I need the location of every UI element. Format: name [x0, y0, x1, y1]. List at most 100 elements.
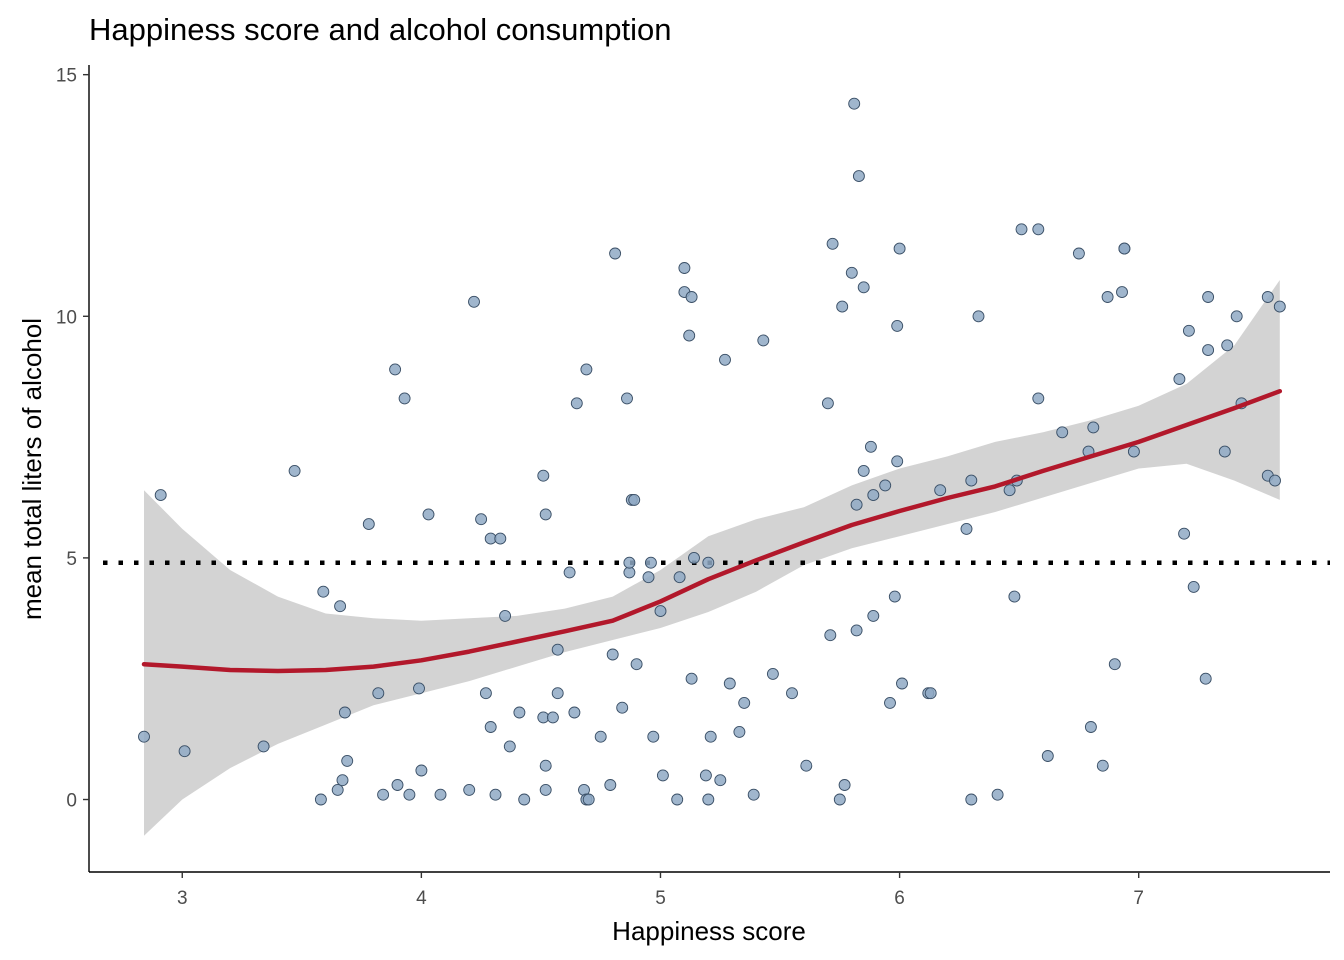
data-point	[1127, 445, 1140, 458]
data-point	[850, 624, 863, 637]
data-point	[1178, 527, 1191, 540]
data-point	[568, 706, 581, 719]
data-point	[621, 392, 633, 405]
data-point	[154, 489, 167, 502]
data-point	[879, 479, 892, 492]
data-point	[673, 571, 686, 584]
data-point	[1202, 344, 1215, 357]
data-point	[1041, 750, 1054, 762]
data-point	[331, 783, 344, 796]
data-point	[434, 788, 447, 801]
points-layer	[138, 97, 1286, 806]
data-point	[1096, 759, 1109, 772]
data-point	[336, 774, 349, 787]
data-point	[1221, 339, 1234, 352]
smooth-trend-line	[141, 388, 1283, 674]
data-point	[1003, 484, 1016, 497]
data-point	[833, 793, 846, 806]
data-point	[539, 508, 552, 521]
data-point	[800, 759, 813, 772]
data-point	[647, 730, 660, 743]
data-point	[341, 754, 354, 767]
data-point	[821, 397, 834, 410]
y-tick-label: 0	[66, 791, 77, 812]
data-point	[960, 522, 973, 535]
data-point	[714, 774, 727, 787]
data-point	[623, 556, 636, 569]
data-point	[888, 590, 901, 603]
data-point	[1087, 421, 1100, 434]
data-point	[893, 242, 906, 255]
data-point	[867, 609, 880, 622]
data-point	[338, 706, 351, 719]
data-point	[1182, 324, 1195, 337]
data-point	[836, 300, 849, 313]
data-point	[403, 788, 416, 801]
data-point	[845, 266, 858, 279]
x-tick-label: 7	[1133, 888, 1144, 909]
data-point	[499, 609, 512, 622]
data-point	[702, 793, 715, 806]
data-point	[857, 281, 870, 294]
x-axis: 3 4 5 6 7	[89, 871, 1330, 909]
data-point	[362, 518, 375, 531]
data-point	[965, 474, 978, 487]
data-point	[1261, 291, 1274, 303]
data-point	[494, 532, 507, 545]
data-point	[965, 793, 978, 806]
data-point	[138, 730, 150, 743]
data-point	[580, 363, 593, 376]
data-point	[1173, 373, 1186, 386]
data-point	[377, 788, 390, 801]
data-point	[606, 648, 619, 661]
data-point	[609, 247, 622, 260]
data-point	[1230, 310, 1243, 323]
data-point	[463, 783, 476, 796]
data-point	[864, 440, 877, 453]
data-point	[551, 687, 564, 700]
data-point	[537, 469, 550, 482]
data-point	[719, 353, 731, 366]
data-point	[852, 170, 865, 183]
data-point	[563, 566, 576, 579]
data-point	[1032, 392, 1045, 405]
data-point	[757, 334, 770, 347]
data-point	[747, 788, 760, 801]
y-tick-label: 15	[56, 66, 77, 87]
x-tick-label: 4	[416, 888, 427, 909]
data-point	[484, 721, 497, 733]
data-point	[1015, 223, 1028, 236]
data-point	[475, 513, 488, 526]
data-point	[1202, 291, 1215, 303]
data-point	[654, 605, 667, 618]
data-point	[699, 769, 712, 782]
data-point	[934, 484, 947, 497]
data-point	[688, 551, 700, 564]
data-point	[644, 556, 657, 569]
data-point	[630, 658, 643, 671]
y-tick-label: 5	[66, 549, 77, 570]
data-point	[891, 455, 904, 468]
y-axis: 0 5 10 15	[56, 65, 90, 872]
data-point	[1008, 590, 1021, 603]
data-point	[391, 779, 404, 791]
data-point	[685, 672, 698, 685]
data-point	[991, 788, 1004, 801]
data-point	[468, 295, 480, 308]
data-point	[857, 464, 870, 477]
data-point	[539, 783, 552, 796]
smooth-line-layer	[141, 388, 1283, 674]
data-point	[642, 571, 655, 584]
data-point	[546, 711, 559, 724]
x-tick-label: 3	[177, 888, 188, 909]
y-tick-label: 10	[56, 307, 77, 328]
x-tick-label: 5	[655, 888, 666, 909]
data-point	[1187, 580, 1200, 593]
confidence-band-layer	[144, 280, 1280, 836]
data-point	[314, 793, 327, 806]
data-point	[766, 667, 779, 680]
confidence-band	[144, 280, 1280, 836]
chart-title: Happiness score and alcohol consumption	[89, 12, 671, 47]
data-point	[826, 237, 839, 250]
